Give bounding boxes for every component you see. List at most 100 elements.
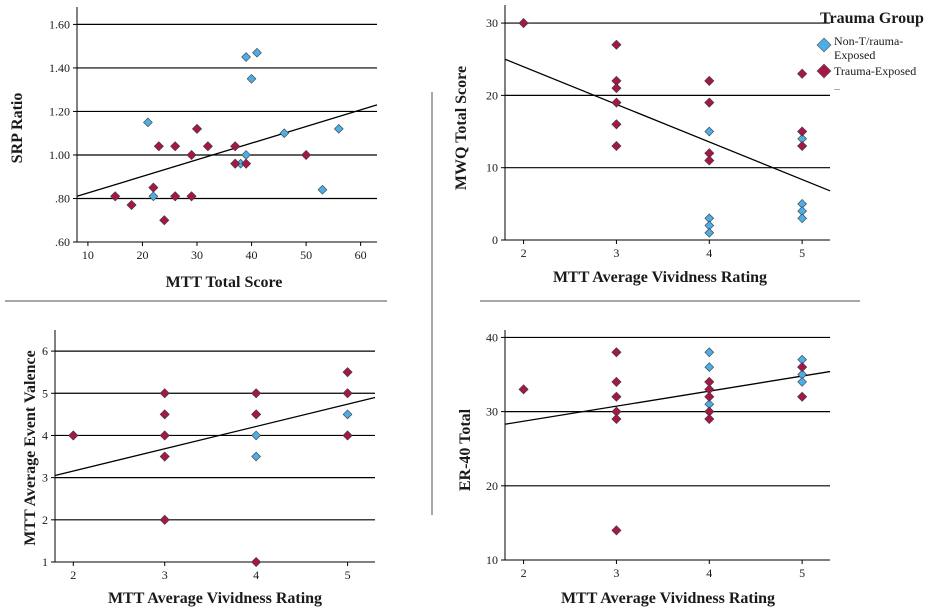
data-point-trauma (170, 141, 181, 152)
legend-label-non-trauma-line1: Non-T/rauma- (834, 34, 903, 48)
x-tick-label: 2 (521, 246, 527, 260)
data-point-trauma (159, 514, 170, 525)
data-point-non-trauma (797, 377, 807, 387)
plot-area: 0 10 20 30 2 3 4 5 (486, 5, 831, 260)
y-tick-label: .60 (55, 235, 70, 249)
data-point-non-trauma (251, 451, 261, 462)
data-point-trauma (518, 18, 529, 29)
data-point-trauma (342, 430, 353, 441)
data-point-non-trauma (704, 126, 715, 137)
y-tick-label: 1.60 (49, 17, 70, 31)
y-tick-label: 1.00 (49, 148, 70, 162)
data-point-non-trauma (704, 227, 715, 238)
fit-line (54, 396, 376, 477)
panel-mwq-total: 0 10 20 30 2 3 4 5 MTT Average Vividness Rating… (453, 5, 831, 286)
data-point-non-trauma (279, 128, 290, 139)
data-point-trauma (797, 126, 808, 137)
data-point-trauma (68, 430, 79, 441)
data-point-trauma (159, 215, 170, 226)
legend-title: Trauma Group (820, 10, 924, 27)
data-point-trauma (611, 347, 622, 358)
data-point-trauma (611, 376, 622, 387)
y-tick-label: 2 (42, 513, 48, 527)
x-axis-title: MTT Average Vividness Rating (561, 590, 775, 607)
y-tick-label: 10 (486, 553, 498, 567)
fit-line (76, 104, 378, 197)
data-point-trauma (251, 409, 262, 420)
x-tick-label: 5 (345, 568, 351, 582)
legend-label-trauma: Trauma-Exposed (834, 64, 916, 78)
panel-er40-total: 10 20 30 40 2 3 4 5 MTT Average Vividness Ratin… (457, 330, 831, 607)
data-point-trauma (611, 97, 622, 108)
y-tick-label: 4 (42, 428, 48, 442)
x-tick-label: 2 (70, 568, 76, 582)
x-tick-label: 20 (136, 248, 148, 262)
data-point-non-trauma (797, 213, 807, 224)
data-point-trauma (611, 39, 622, 50)
x-tick-label: 4 (706, 566, 712, 580)
data-point-trauma (126, 199, 137, 211)
y-tick-label: .80 (55, 191, 70, 205)
x-tick-label: 60 (355, 248, 367, 262)
data-point-non-trauma (241, 52, 251, 62)
y-axis-title: ER-40 Total (457, 408, 474, 491)
data-point-non-trauma (241, 150, 251, 160)
x-tick-label: 10 (82, 248, 94, 262)
y-tick-label: 5 (42, 386, 48, 400)
data-point-trauma (797, 140, 808, 152)
x-axis-title: MTT Average Vividness Rating (108, 590, 322, 607)
y-axis-title: SRP Ratio (9, 93, 26, 164)
data-point-trauma (704, 97, 715, 108)
data-point-trauma (611, 119, 622, 130)
data-point-trauma (518, 384, 529, 395)
y-tick-label: 1 (42, 555, 48, 569)
fit-line (504, 370, 831, 425)
legend-ellipsis: ... (834, 83, 840, 92)
y-axis-title: MWQ Total Score (453, 66, 470, 190)
data-point-trauma (159, 409, 170, 420)
data-point-non-trauma (317, 184, 328, 195)
plot-area: .60 .80 1.00 1.20 1.40 1.60 10 20 30 40 50 60 (49, 7, 378, 262)
data-point-trauma (230, 158, 241, 169)
data-point-trauma (611, 414, 622, 425)
x-tick-label: 2 (521, 566, 527, 580)
y-tick-label: 30 (486, 405, 498, 419)
y-tick-label: 1.40 (49, 61, 70, 75)
legend: Trauma Group Non-T/rauma- Exposed Trauma… (816, 10, 924, 92)
data-point-trauma (159, 451, 170, 462)
data-point-non-trauma (704, 347, 715, 358)
data-point-trauma (170, 191, 181, 202)
y-tick-label: 40 (486, 330, 498, 344)
y-tick-label: 6 (42, 344, 48, 358)
y-tick-label: 10 (486, 161, 498, 175)
x-axis-title: MTT Total Score (166, 274, 283, 291)
data-point-trauma (159, 430, 170, 441)
x-tick-label: 40 (246, 248, 258, 262)
data-point-trauma (611, 525, 622, 536)
y-tick-label: 30 (486, 16, 498, 30)
x-tick-label: 5 (799, 566, 805, 580)
x-tick-label: 50 (300, 248, 312, 262)
data-point-non-trauma (143, 117, 153, 128)
x-tick-label: 3 (162, 568, 168, 582)
data-point-non-trauma (246, 73, 257, 84)
panel-srp-ratio: .60 .80 1.00 1.20 1.40 1.60 10 20 30 40 50 60 MTT T… (9, 7, 378, 291)
data-point-trauma (153, 141, 164, 152)
legend-label-non-trauma-line2: Exposed (834, 48, 875, 62)
data-point-trauma (148, 182, 159, 193)
y-tick-label: 1.20 (49, 104, 70, 118)
data-point-trauma (110, 191, 121, 202)
data-point-trauma (797, 68, 808, 79)
data-point-non-trauma (333, 124, 344, 134)
fit-line (504, 58, 831, 192)
data-point-trauma (186, 191, 197, 202)
data-point-trauma (704, 414, 715, 425)
data-point-trauma (251, 556, 262, 568)
data-point-non-trauma (251, 430, 261, 441)
data-point-non-trauma (148, 191, 159, 202)
data-point-trauma (186, 149, 197, 160)
y-tick-label: 0 (492, 233, 498, 247)
x-tick-label: 3 (613, 246, 619, 260)
